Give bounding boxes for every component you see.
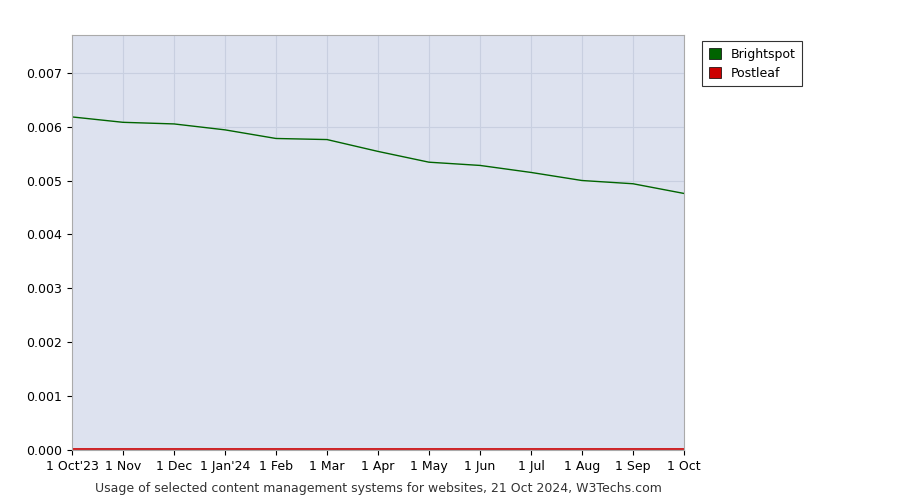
- Legend: Brightspot, Postleaf: Brightspot, Postleaf: [703, 42, 803, 86]
- Text: Usage of selected content management systems for websites, 21 Oct 2024, W3Techs.: Usage of selected content management sys…: [94, 482, 662, 495]
